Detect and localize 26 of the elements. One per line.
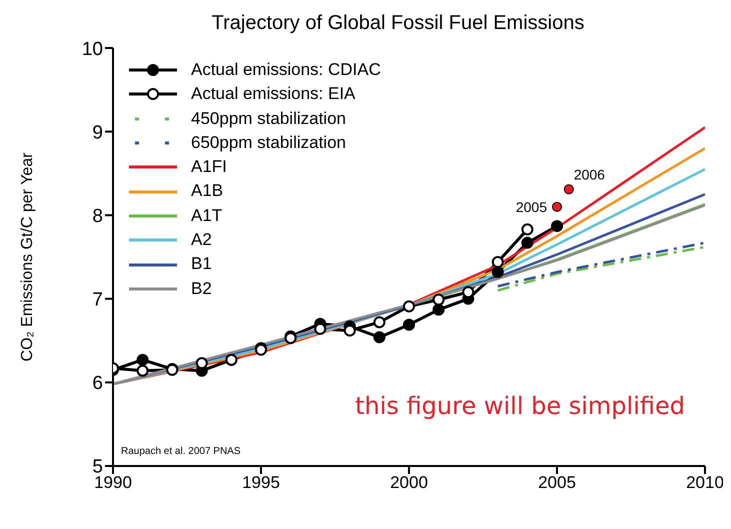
legend-label: A2	[191, 229, 212, 252]
annotation: this figure will be simplified	[355, 392, 685, 420]
y-tick-label: 8	[92, 206, 103, 227]
legend-label: B2	[191, 278, 212, 300]
legend-label: Actual emissions: CDIAC	[191, 59, 381, 81]
y-axis-title: CO₂ Emissions Gt/C per Year	[19, 152, 36, 362]
y-tick-label: 6	[92, 373, 103, 394]
x-tick-label: 1995	[242, 473, 280, 492]
legend-label: 650ppm stabilization	[191, 132, 346, 154]
y-tick-label: 9	[92, 122, 103, 144]
legend-label: A1FI	[191, 156, 227, 178]
legend-label: 450ppm stabilization	[191, 108, 346, 130]
legend-label: Actual emissions: EIA	[191, 83, 356, 106]
annotation: 2006	[574, 166, 606, 182]
x-tick-label: 1990	[94, 473, 132, 492]
x-tick-label: 2010	[686, 473, 724, 492]
legend-label: A1B	[191, 180, 224, 202]
annotation: 2005	[516, 198, 548, 215]
annotation: Raupach et al. 2007 PNAS	[121, 446, 241, 457]
x-tick-label: 2000	[390, 473, 428, 492]
legend-label: A1T	[191, 204, 222, 227]
legend-label: B1	[191, 253, 212, 276]
x-tick-label: 2005	[538, 473, 576, 492]
y-tick-label: 10	[82, 38, 103, 60]
y-tick-label: 7	[92, 290, 103, 311]
chart-title: Trajectory of Global Fossil Fuel Emissions	[210, 11, 586, 36]
